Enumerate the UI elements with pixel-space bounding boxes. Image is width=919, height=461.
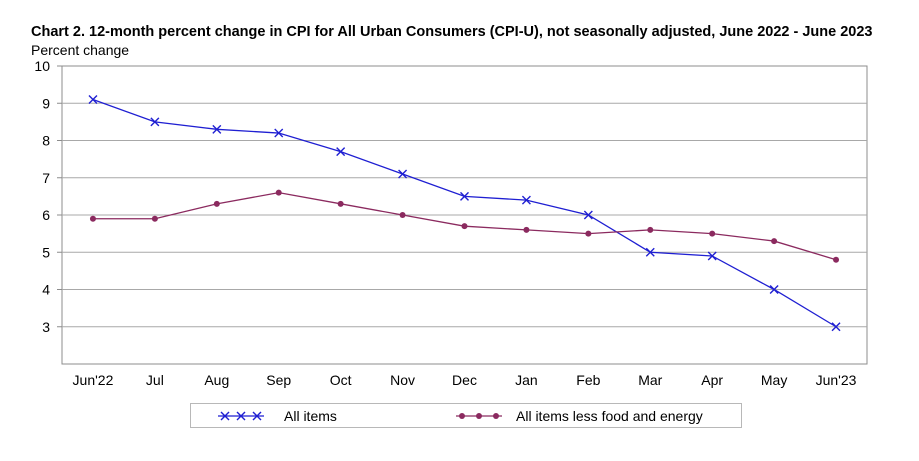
y-tick-label: 5	[42, 244, 50, 260]
x-tick-label: Apr	[701, 372, 723, 388]
chart-title: Chart 2. 12-month percent change in CPI …	[31, 24, 873, 40]
data-point-x-marker	[831, 322, 841, 332]
data-point-dot-marker	[151, 215, 158, 222]
data-point-x-marker	[460, 191, 469, 201]
x-tick-label: May	[761, 372, 787, 388]
data-point-dot-marker	[275, 189, 282, 196]
y-tick-label: 9	[42, 95, 50, 111]
data-point-dot-marker	[399, 212, 406, 218]
x-tick-label: Mar	[638, 372, 662, 388]
data-point-dot-marker	[461, 223, 468, 230]
data-point-x-marker	[336, 147, 346, 157]
data-point-x-marker	[88, 95, 98, 105]
x-tick-label: Feb	[576, 372, 600, 388]
data-point-x-marker	[521, 195, 531, 205]
y-tick-label: 8	[42, 133, 50, 149]
x-tick-label: Aug	[204, 372, 229, 388]
x-tick-label: Nov	[390, 372, 415, 388]
data-point-dot-marker	[647, 226, 654, 233]
data-point-x-marker	[150, 117, 160, 127]
y-tick-label: 10	[34, 58, 50, 74]
data-point-dot-marker	[89, 215, 96, 222]
data-point-dot-marker	[771, 238, 778, 245]
y-tick-label: 3	[42, 319, 50, 335]
y-tick-label: 4	[42, 282, 50, 298]
y-axis-label: Percent change	[31, 42, 130, 58]
data-point-x-marker	[583, 210, 593, 220]
data-point-x-marker	[645, 247, 655, 257]
data-point-dot-marker	[585, 230, 592, 237]
x-tick-label: Jul	[146, 372, 164, 388]
series-line-0	[92, 98, 837, 328]
x-tick-label: Jan	[515, 372, 538, 388]
x-tick-label: Oct	[330, 372, 352, 388]
x-tick-label: Jun'22	[73, 372, 114, 388]
data-point-x-marker	[707, 251, 717, 261]
legend: All items All items less food and energy	[190, 403, 742, 428]
data-point-dot-marker	[337, 200, 344, 207]
y-tick-label: 6	[42, 207, 50, 223]
data-point-x-marker	[212, 124, 222, 134]
legend-label-all-items: All items	[284, 408, 337, 424]
data-point-dot-marker	[213, 200, 220, 207]
data-point-x-marker	[769, 285, 779, 294]
data-point-x-marker	[274, 128, 284, 138]
legend-swatch-core	[456, 413, 502, 419]
data-point-x-marker	[398, 169, 408, 179]
legend-item-core: All items less food and energy	[454, 407, 703, 425]
legend-label-core: All items less food and energy	[516, 408, 703, 424]
data-point-dot-marker	[709, 230, 716, 237]
x-tick-label: Sep	[266, 372, 291, 388]
y-tick-label: 7	[42, 170, 50, 186]
data-point-dot-marker	[833, 256, 840, 263]
data-point-dot-marker	[523, 226, 530, 233]
legend-item-all-items: All items	[216, 407, 337, 425]
legend-swatch-all-items	[218, 411, 264, 421]
x-tick-label: Jun'23	[816, 372, 857, 388]
x-tick-label: Dec	[452, 372, 477, 388]
